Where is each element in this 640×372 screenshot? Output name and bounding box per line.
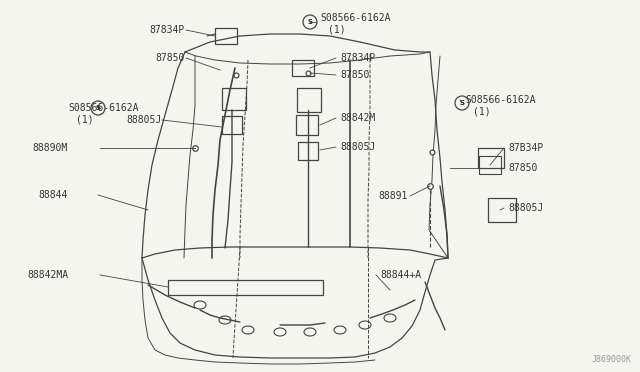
- Text: 88805J: 88805J: [508, 203, 543, 213]
- Text: (1): (1): [473, 106, 491, 116]
- Text: 87B34P: 87B34P: [508, 143, 543, 153]
- Text: S: S: [95, 105, 100, 111]
- Text: J869000K: J869000K: [592, 355, 632, 364]
- Text: S08566-6162A: S08566-6162A: [68, 103, 138, 113]
- Text: S: S: [460, 100, 465, 106]
- Text: (1): (1): [328, 24, 346, 34]
- Bar: [488, 198, 516, 222]
- Text: 87850: 87850: [508, 163, 538, 173]
- Text: S: S: [307, 19, 312, 25]
- Text: 88844+A: 88844+A: [380, 270, 421, 280]
- Text: 87850: 87850: [340, 70, 369, 80]
- Text: 88805J: 88805J: [127, 115, 162, 125]
- Bar: [298, 142, 318, 160]
- Text: 88844: 88844: [38, 190, 68, 200]
- Bar: [222, 116, 242, 134]
- Bar: [296, 115, 318, 135]
- Text: 88842M: 88842M: [340, 113, 375, 123]
- Text: S08566-6162A: S08566-6162A: [320, 13, 390, 23]
- Text: S08566-6162A: S08566-6162A: [465, 95, 536, 105]
- Text: 87834P: 87834P: [340, 53, 375, 63]
- Bar: [215, 28, 237, 44]
- Bar: [297, 88, 321, 112]
- Bar: [478, 148, 504, 168]
- Text: 87850: 87850: [156, 53, 185, 63]
- Text: 88890M: 88890M: [33, 143, 68, 153]
- Bar: [479, 156, 501, 174]
- Bar: [222, 88, 246, 110]
- Text: 88891: 88891: [379, 191, 408, 201]
- Text: 88805J: 88805J: [340, 142, 375, 152]
- Text: (1): (1): [76, 114, 93, 124]
- Bar: [292, 60, 314, 76]
- Bar: [168, 280, 323, 295]
- Text: 87834P: 87834P: [150, 25, 185, 35]
- Text: 88842MA: 88842MA: [27, 270, 68, 280]
